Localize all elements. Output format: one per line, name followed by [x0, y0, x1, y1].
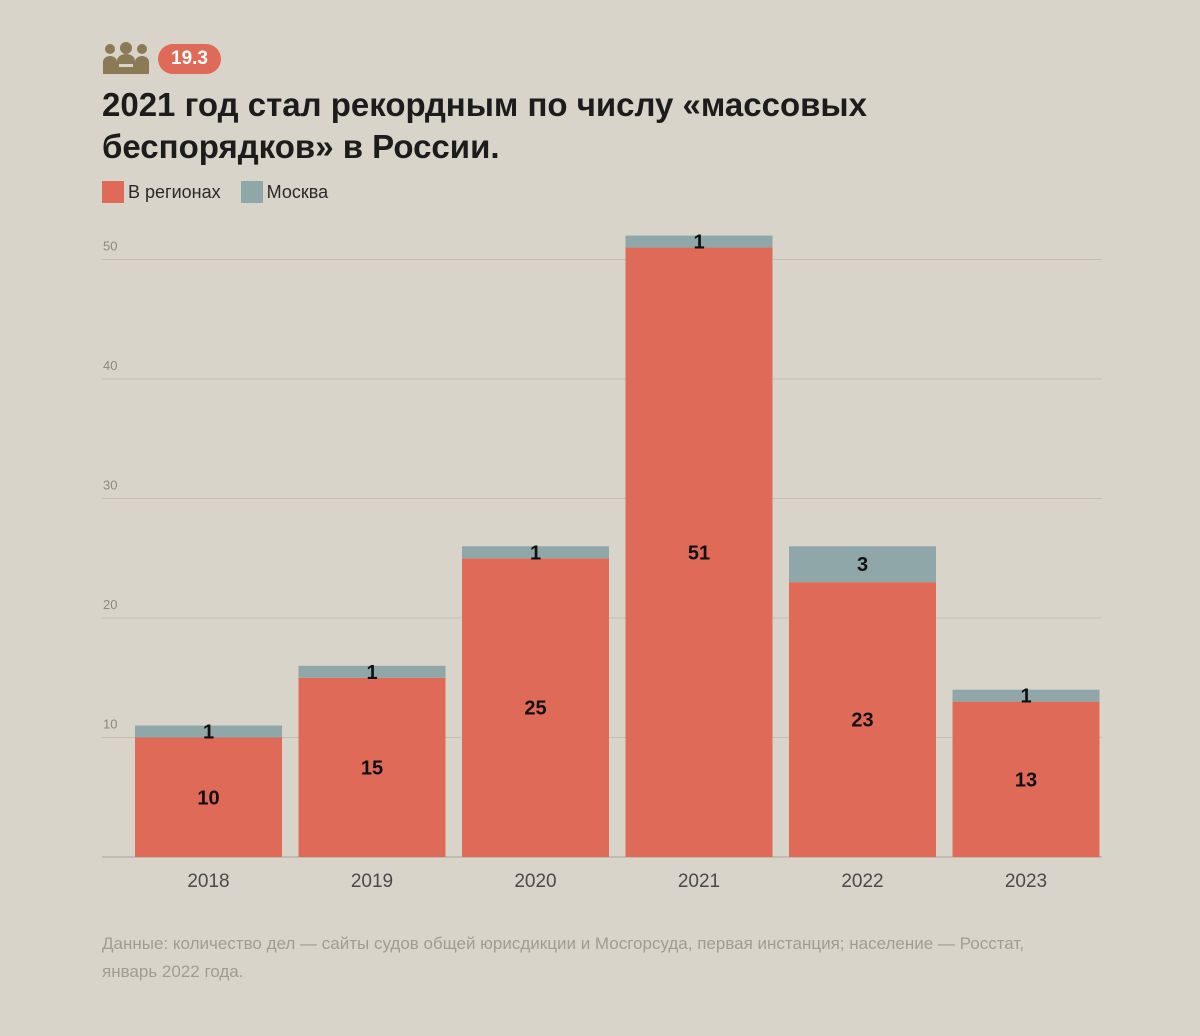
legend: В регионах Москва [102, 181, 348, 203]
footnote: Данные: количество дел — сайты судов общ… [102, 934, 1024, 981]
legend-label-moscow: Москва [266, 181, 329, 202]
data-label-regions: 51 [688, 542, 710, 564]
bar-moscow [789, 546, 936, 583]
x-tick-label: 2023 [1005, 871, 1047, 892]
data-label-regions: 25 [524, 698, 546, 720]
data-label-regions: 23 [851, 710, 873, 732]
section-badge: 19.3 [158, 44, 221, 74]
legend-label-regions: В регионах [128, 181, 221, 202]
legend-swatch-regions [102, 181, 124, 203]
data-label-moscow: 1 [1020, 686, 1031, 708]
data-label-moscow: 1 [530, 542, 541, 564]
y-tick-label: 30 [103, 478, 117, 493]
header-row: 19.3 [102, 42, 221, 76]
y-tick-label: 50 [103, 239, 117, 254]
y-tick-label: 10 [103, 717, 117, 732]
y-tick-label: 40 [103, 358, 117, 373]
x-tick-label: 2021 [678, 871, 720, 892]
bar-regions [135, 737, 282, 857]
data-label-moscow: 1 [693, 232, 704, 254]
bar-moscow [298, 665, 446, 678]
bar-moscow [625, 235, 773, 248]
bar-moscow [462, 546, 609, 559]
bar-regions [298, 677, 446, 857]
bar-regions [625, 247, 773, 858]
x-tick-label: 2020 [514, 871, 556, 892]
data-label-moscow: 1 [366, 662, 377, 684]
data-label-regions: 10 [197, 787, 219, 809]
bar-moscow [135, 725, 282, 738]
data-label-regions: 13 [1015, 769, 1037, 791]
data-label-moscow: 1 [203, 722, 214, 744]
data-label-regions: 15 [361, 757, 383, 779]
stacked-bar-chart: 10 20 30 40 50 10 1 2018 15 1 2019 25 1 2020 51 1 2021 23… [102, 232, 1102, 892]
bar-regions [462, 558, 609, 857]
x-tick-label: 2019 [351, 871, 393, 892]
people-group-icon [103, 42, 149, 74]
data-label-moscow: 3 [857, 554, 868, 576]
chart-title: 2021 год стал рекордным по числу «массов… [102, 86, 867, 165]
legend-item-regions: В регионах [102, 181, 221, 203]
y-tick-label: 20 [103, 597, 117, 612]
x-tick-label: 2018 [187, 871, 229, 892]
bar-regions [952, 701, 1100, 857]
legend-swatch-moscow [240, 181, 263, 203]
bar-regions [789, 582, 936, 857]
legend-item-moscow: Москва [240, 181, 329, 203]
x-tick-label: 2022 [841, 871, 883, 892]
bar-moscow [952, 689, 1100, 702]
